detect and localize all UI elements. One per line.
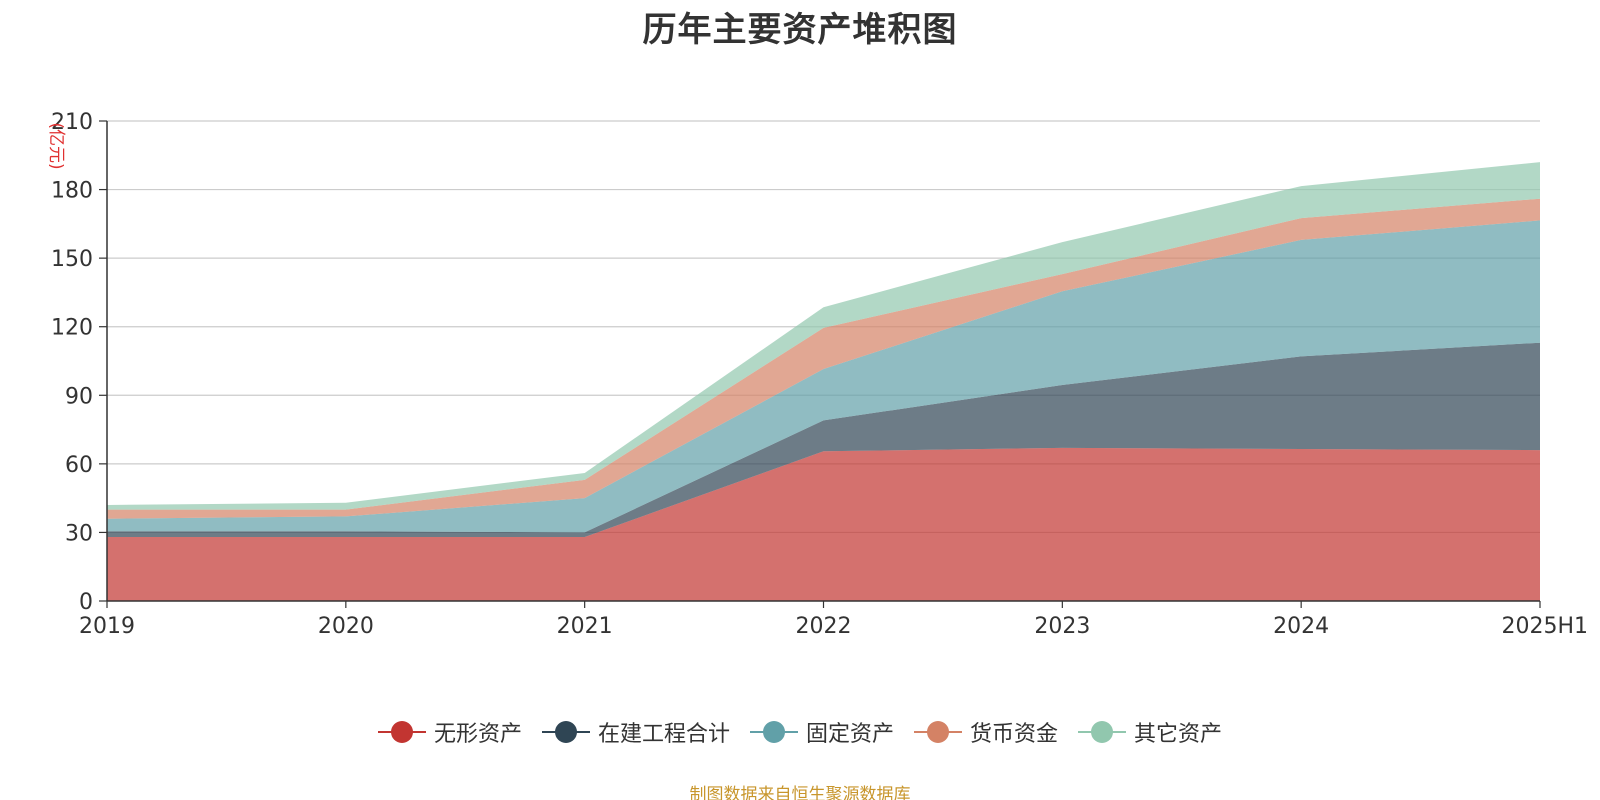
area-series-1[interactable] bbox=[107, 342, 1540, 537]
area-layer bbox=[107, 162, 1540, 601]
axis-layer: 0 30 60 90 120 150 180 210 2019 2020 2021 2022 2023 2… bbox=[46, 110, 1588, 639]
legend-dot-icon bbox=[390, 721, 413, 743]
legend-item-4[interactable]: 其它资产 bbox=[1078, 716, 1222, 748]
x-tick-label: 2025H1 bbox=[1501, 614, 1588, 639]
legend-label: 货币资金 bbox=[970, 722, 1059, 747]
y-tick-label: 180 bbox=[51, 179, 93, 204]
legend-dot-icon bbox=[1091, 721, 1114, 743]
legend-label: 其它资产 bbox=[1134, 722, 1223, 747]
legend-label: 无形资产 bbox=[433, 722, 522, 747]
y-tick-label: 210 bbox=[51, 110, 93, 135]
area-series-4[interactable] bbox=[107, 162, 1540, 510]
legend-item-0[interactable]: 无形资产 bbox=[377, 716, 522, 748]
legend-dot-icon bbox=[927, 721, 949, 743]
x-tick-label: 2022 bbox=[796, 614, 852, 639]
x-tick-label: 2024 bbox=[1273, 614, 1329, 639]
x-tick-label: 2023 bbox=[1034, 614, 1090, 639]
legend-dot-icon bbox=[554, 721, 577, 743]
area-series-2[interactable] bbox=[107, 220, 1540, 533]
y-tick-label: 30 bbox=[65, 521, 93, 546]
legend-item-3[interactable]: 货币资金 bbox=[914, 716, 1058, 748]
legend-item-1[interactable]: 在建工程合计 bbox=[541, 716, 730, 748]
y-tick-label: 0 bbox=[79, 590, 93, 615]
source-note: 制图数据来自恒生聚源数据库 bbox=[689, 785, 911, 800]
y-tick-label: 150 bbox=[51, 247, 93, 272]
legend-marker-icon bbox=[1078, 720, 1127, 744]
legend-dot-icon bbox=[762, 721, 785, 743]
legend-marker-icon bbox=[914, 720, 962, 744]
legend-marker-icon bbox=[377, 720, 426, 744]
legend[interactable]: 无形资产 在建工程合计 固定资产 货币资金 其它资产 bbox=[0, 716, 1600, 748]
y-axis-unit-label: (亿元) bbox=[46, 122, 66, 169]
legend-item-2[interactable]: 固定资产 bbox=[749, 716, 894, 748]
x-tick-label: 2020 bbox=[318, 614, 374, 639]
legend-label: 固定资产 bbox=[805, 722, 894, 747]
y-tick-label: 60 bbox=[65, 453, 93, 478]
legend-label: 在建工程合计 bbox=[597, 722, 730, 747]
y-tick-label: 90 bbox=[65, 384, 93, 409]
area-series-0[interactable] bbox=[107, 447, 1540, 601]
legend-marker-icon bbox=[749, 720, 798, 744]
y-tick-label: 120 bbox=[51, 316, 93, 341]
x-tick-label: 2021 bbox=[557, 614, 613, 639]
x-tick-label: 2019 bbox=[79, 614, 135, 639]
chart-title: 历年主要资产堆积图 bbox=[642, 10, 958, 50]
legend-marker-icon bbox=[541, 720, 590, 744]
area-series-3[interactable] bbox=[107, 198, 1540, 519]
